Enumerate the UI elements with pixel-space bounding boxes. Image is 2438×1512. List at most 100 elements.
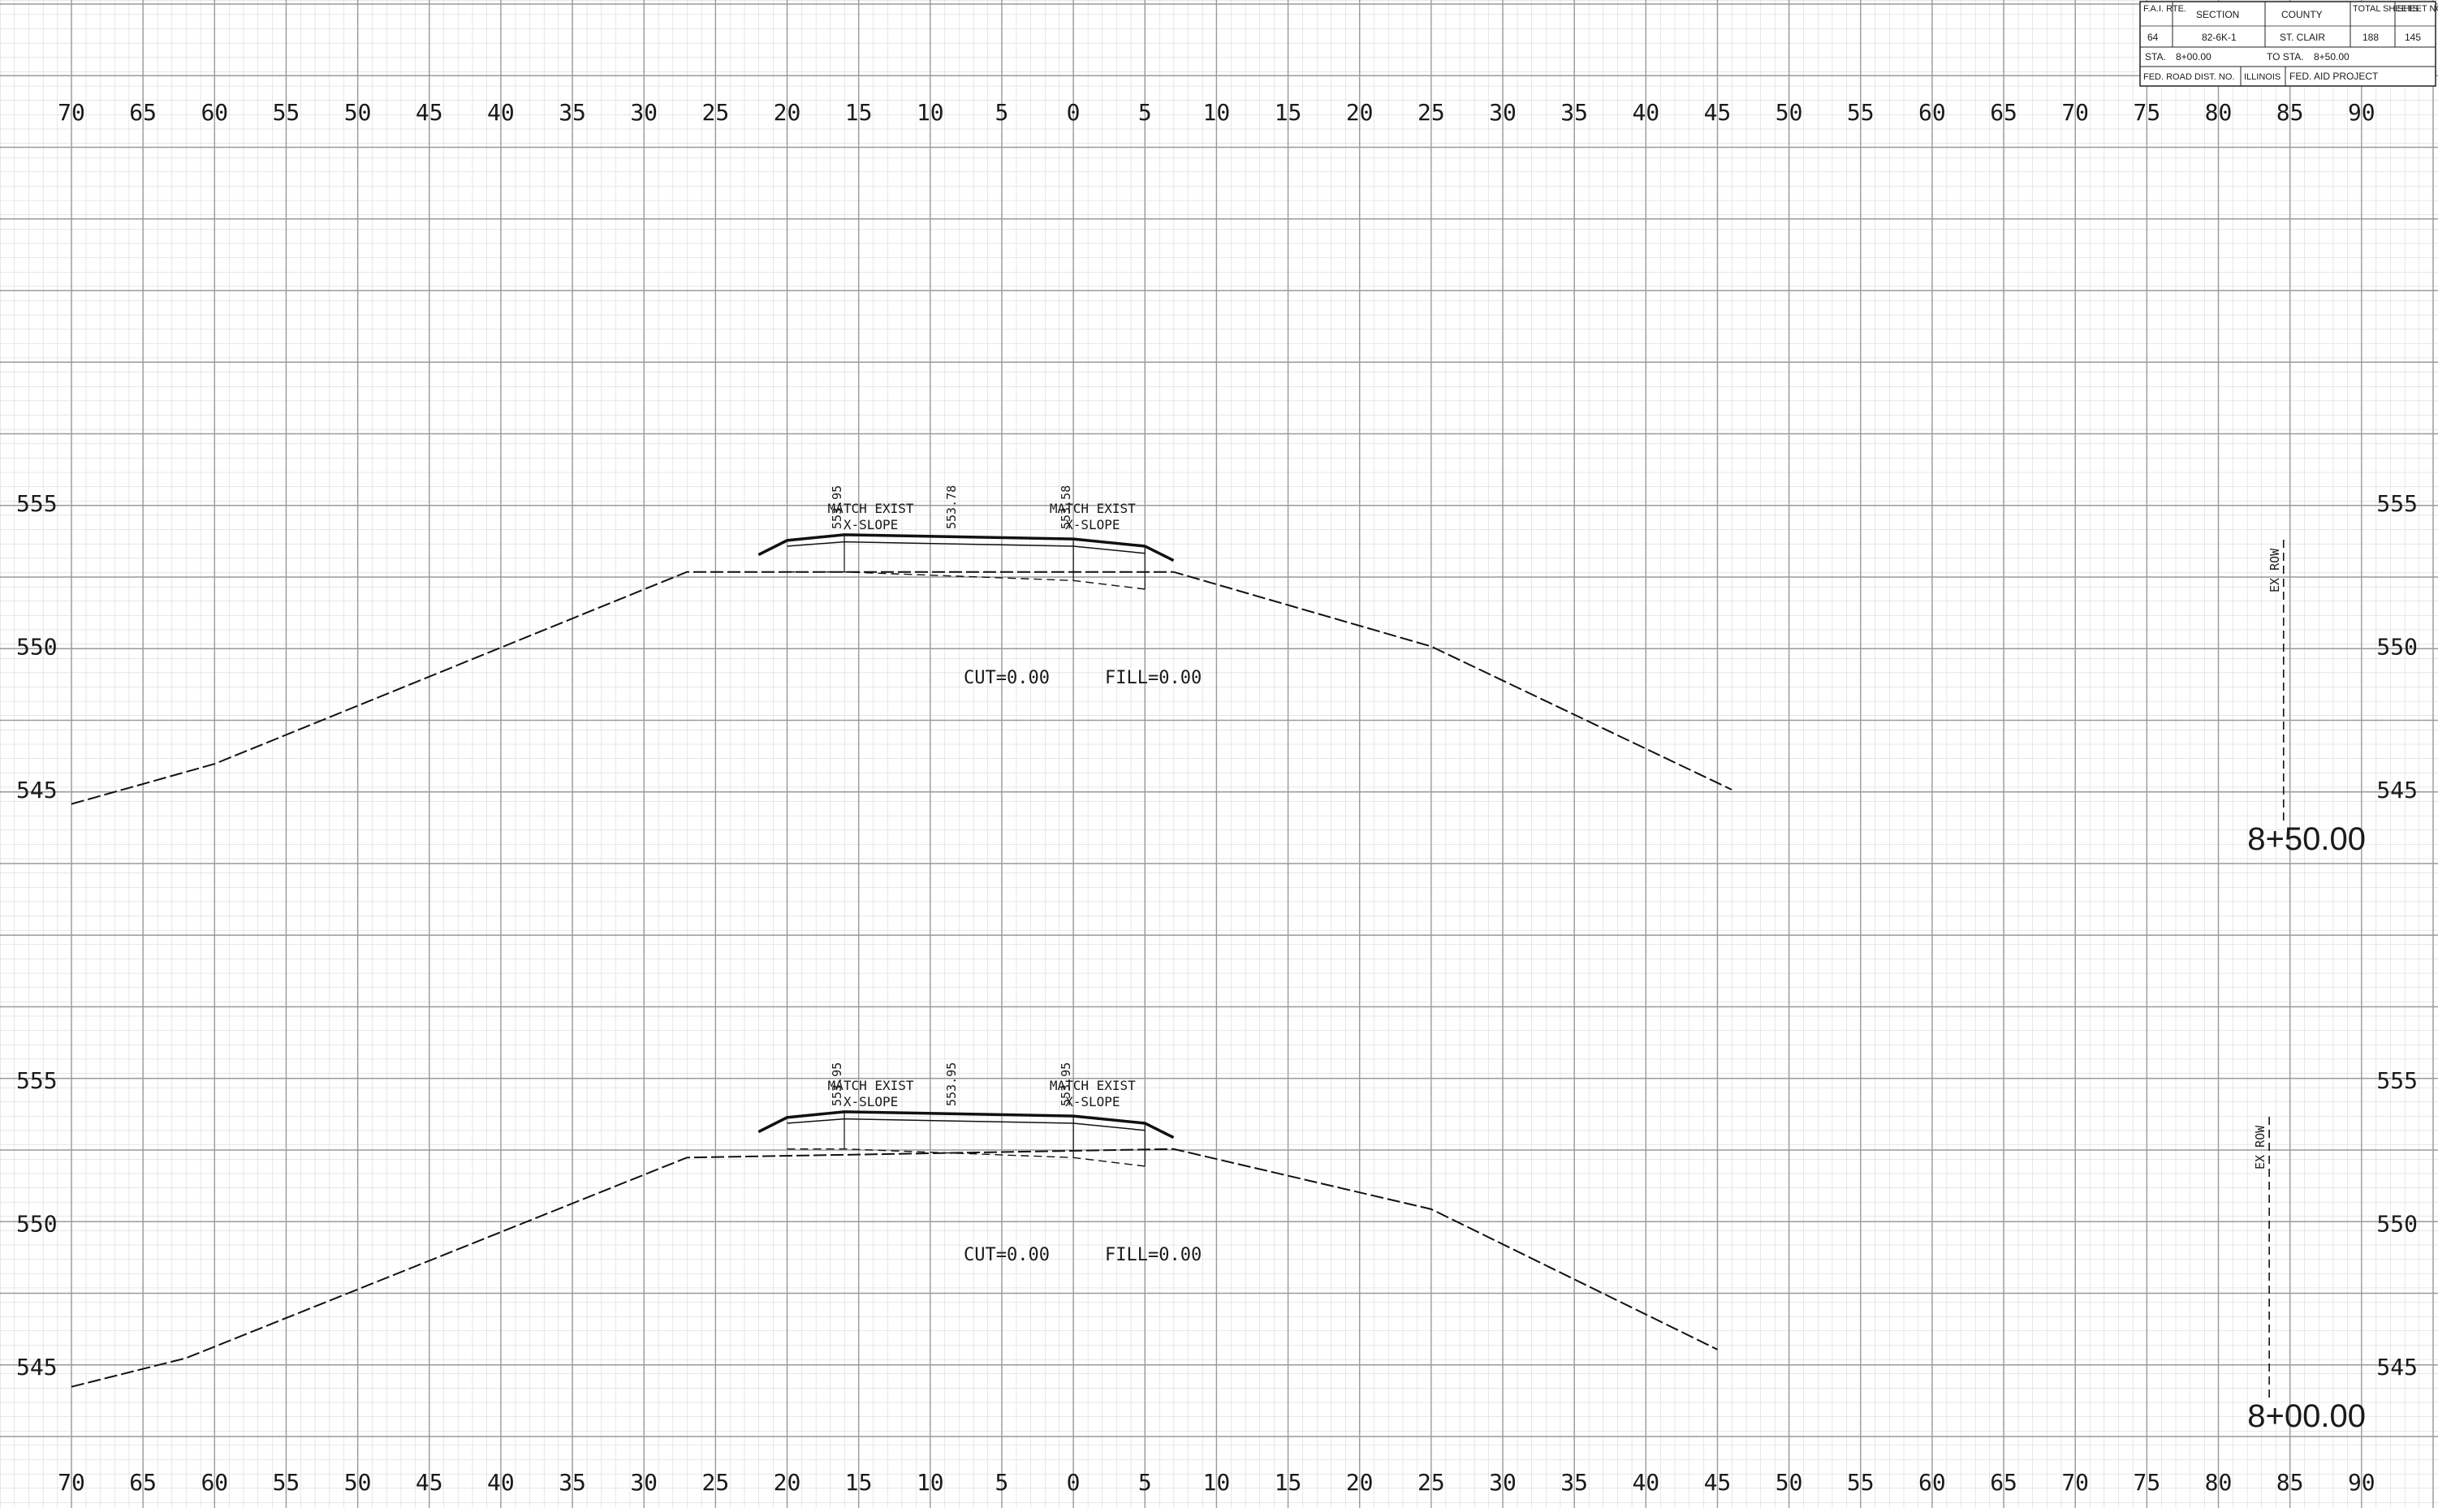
offset-label-top: 50 [344, 99, 372, 126]
offset-label-top: 35 [1560, 99, 1588, 126]
cut-label: CUT=0.00 [964, 668, 1050, 688]
match-note: MATCH EXIST [828, 1078, 914, 1093]
offset-label-bottom: 55 [273, 1469, 300, 1496]
offset-label-bottom: 50 [344, 1469, 372, 1496]
offset-label-top: 10 [1203, 99, 1231, 126]
elevation-callout: 553.95 [830, 1062, 844, 1106]
offset-label-top: 45 [416, 99, 443, 126]
offset-label-bottom: 60 [201, 1469, 228, 1496]
ex-row-label: EX ROW [2253, 1125, 2268, 1170]
station-label: 8+50.00 [2247, 821, 2366, 857]
elevation-label-left: 550 [16, 1211, 58, 1238]
offset-label-top: 90 [2348, 99, 2375, 126]
elevation-callout: 553.95 [944, 1062, 959, 1106]
offset-label-bottom: 50 [1776, 1469, 1803, 1496]
offset-label-top: 45 [1704, 99, 1732, 126]
offset-label-top: 60 [1918, 99, 1946, 126]
offset-label-top: 30 [630, 99, 658, 126]
offset-label-bottom: 65 [129, 1469, 157, 1496]
offset-label-top: 65 [1990, 99, 2017, 126]
title-value-county: ST. CLAIR [2280, 32, 2325, 43]
title-footer-dist: FED. ROAD DIST. NO. [2143, 72, 2234, 82]
title-sta-to-label: TO STA. [2267, 51, 2304, 62]
offset-label-top: 0 [1067, 99, 1081, 126]
elevation-label-right: 555 [2376, 1067, 2418, 1094]
offset-label-top: 10 [917, 99, 944, 126]
title-value-section: 82-6K-1 [2202, 32, 2237, 43]
title-value-rte: 64 [2147, 32, 2159, 43]
title-block: F.A.I. RTE. SECTION COUNTY TOTAL SHEETS … [2139, 1, 2438, 87]
title-sta-from: 8+00.00 [2176, 51, 2211, 62]
match-note: MATCH EXIST [1050, 501, 1136, 516]
title-footer-project: FED. AID PROJECT [2289, 71, 2379, 82]
existing-ground-line [71, 571, 1732, 805]
offset-label-top: 35 [559, 99, 586, 126]
elevation-callout: 553.58 [1059, 485, 1073, 529]
elevation-label-left: 555 [16, 490, 58, 517]
title-value-total-sheets: 188 [2362, 32, 2379, 43]
elevation-label-right: 545 [2376, 1354, 2418, 1381]
offset-label-bottom: 35 [1560, 1469, 1588, 1496]
offset-axis-top: 70 65 60 55 50 45 40 35 30 25 20 15 10 5 0 5 10 15 20 25 30 3… [58, 99, 2375, 126]
offset-label-bottom: 25 [701, 1469, 729, 1496]
offset-label-bottom: 75 [2133, 1469, 2160, 1496]
offset-label-top: 25 [701, 99, 729, 126]
offset-label-top: 70 [58, 99, 85, 126]
match-note: X-SLOPE [1065, 517, 1120, 532]
offset-label-bottom: 30 [1489, 1469, 1517, 1496]
offset-label-top: 40 [1632, 99, 1659, 126]
proposed-surface-line [757, 533, 1175, 562]
title-header-sheet-no: SHEET NO. [2397, 4, 2438, 14]
existing-ground-line [71, 1148, 1718, 1388]
offset-label-bottom: 85 [2276, 1469, 2304, 1496]
offset-label-bottom: 25 [1417, 1469, 1445, 1496]
offset-label-bottom: 5 [1138, 1469, 1152, 1496]
ex-row-label: EX ROW [2268, 548, 2282, 592]
offset-label-bottom: 90 [2348, 1469, 2375, 1496]
offset-axis-bottom: 70 65 60 55 50 45 40 35 30 25 20 15 10 5 0 5 10 15 20 25 30 3… [58, 1469, 2375, 1496]
offset-label-top: 40 [487, 99, 515, 126]
elevation-label-right: 550 [2376, 1211, 2418, 1238]
title-footer-state: ILLINOIS [2244, 72, 2281, 82]
offset-label-bottom: 40 [1632, 1469, 1659, 1496]
station-label: 8+00.00 [2247, 1398, 2366, 1434]
pavement-base-line [787, 1118, 1146, 1131]
offset-label-bottom: 10 [1203, 1469, 1231, 1496]
title-sta-to: 8+50.00 [2314, 51, 2350, 62]
offset-label-top: 15 [1275, 99, 1302, 126]
offset-label-bottom: 35 [559, 1469, 586, 1496]
elevation-label-left: 545 [16, 777, 58, 803]
elevation-callout: 553.95 [830, 485, 844, 529]
offset-label-bottom: 0 [1067, 1469, 1081, 1496]
elevation-label-right: 550 [2376, 634, 2418, 661]
offset-label-top: 75 [2133, 99, 2160, 126]
subgrade-line [787, 571, 1146, 590]
offset-label-bottom: 70 [58, 1469, 85, 1496]
elevation-label-right: 545 [2376, 777, 2418, 803]
offset-label-bottom: 65 [1990, 1469, 2017, 1496]
title-header-rte: F.A.I. RTE. [2143, 4, 2186, 14]
offset-label-top: 25 [1417, 99, 1445, 126]
offset-label-bottom: 20 [1346, 1469, 1374, 1496]
offset-label-top: 30 [1489, 99, 1517, 126]
offset-label-bottom: 55 [1847, 1469, 1875, 1496]
title-value-sheet-no: 145 [2405, 32, 2421, 43]
match-note: MATCH EXIST [828, 501, 914, 516]
offset-label-bottom: 15 [845, 1469, 873, 1496]
offset-label-top: 60 [201, 99, 228, 126]
offset-label-top: 85 [2276, 99, 2304, 126]
offset-label-bottom: 30 [630, 1469, 658, 1496]
offset-label-top: 50 [1776, 99, 1803, 126]
offset-label-top: 55 [1847, 99, 1875, 126]
offset-label-bottom: 15 [1275, 1469, 1302, 1496]
offset-label-top: 5 [1138, 99, 1152, 126]
fill-label: FILL=0.00 [1105, 1245, 1202, 1265]
offset-label-bottom: 80 [2205, 1469, 2233, 1496]
offset-label-bottom: 5 [995, 1469, 1009, 1496]
offset-label-bottom: 40 [487, 1469, 515, 1496]
offset-label-bottom: 60 [1918, 1469, 1946, 1496]
elevation-label-left: 545 [16, 1354, 58, 1381]
